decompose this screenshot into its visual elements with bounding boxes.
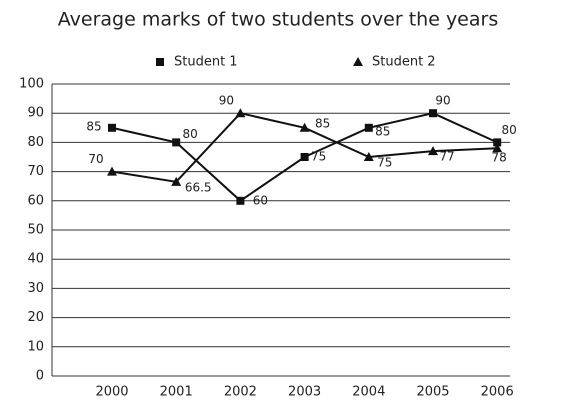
y-tick-label: 60 xyxy=(27,193,44,208)
y-tick-label: 80 xyxy=(27,135,44,150)
marker xyxy=(108,123,116,132)
data-label: 70 xyxy=(88,152,103,166)
data-label: 77 xyxy=(439,150,454,164)
legend-label: Student 1 xyxy=(174,55,238,70)
y-tick-label: 90 xyxy=(27,106,44,121)
marker xyxy=(492,143,503,153)
data-label: 75 xyxy=(377,156,392,170)
marker xyxy=(353,57,363,66)
x-tick-label: 2002 xyxy=(224,385,257,400)
data-label: 80 xyxy=(183,127,198,141)
x-tick-label: 2003 xyxy=(288,385,321,400)
marker xyxy=(300,153,309,161)
marker xyxy=(428,146,438,156)
data-label: 85 xyxy=(86,119,101,133)
data-label: 60 xyxy=(253,193,268,207)
y-tick-label: 40 xyxy=(27,252,44,267)
chart-title: Average marks of two students over the y… xyxy=(58,9,498,31)
x-tick-label: 2004 xyxy=(352,385,385,400)
y-tick-label: 20 xyxy=(27,310,44,325)
marker xyxy=(429,109,437,118)
x-tick-label: 2000 xyxy=(95,385,128,400)
y-tick-label: 10 xyxy=(27,339,44,354)
data-label: 78 xyxy=(492,151,507,165)
marker xyxy=(299,122,310,132)
marker xyxy=(156,58,164,66)
y-tick-label: 50 xyxy=(27,223,44,238)
legend-label: Student 2 xyxy=(372,55,436,70)
marker xyxy=(172,138,181,147)
data-label: 80 xyxy=(502,123,517,137)
marker xyxy=(236,196,245,205)
data-label: 66.5 xyxy=(185,180,212,194)
x-tick-label: 2001 xyxy=(160,385,193,400)
data-label: 85 xyxy=(375,124,390,138)
y-tick-label: 30 xyxy=(27,281,44,296)
y-tick-label: 70 xyxy=(27,164,44,179)
data-label: 90 xyxy=(435,94,450,108)
marker xyxy=(363,152,374,161)
marker xyxy=(107,166,117,176)
marker xyxy=(364,123,373,132)
marker xyxy=(493,138,502,147)
marker xyxy=(235,108,246,118)
data-label: 75 xyxy=(311,150,326,164)
marker xyxy=(171,176,182,186)
x-tick-label: 2005 xyxy=(416,385,449,400)
y-tick-label: 100 xyxy=(19,77,44,92)
data-label: 90 xyxy=(219,94,234,108)
data-label: 85 xyxy=(315,116,330,130)
x-tick-label: 2006 xyxy=(481,385,514,400)
y-tick-label: 0 xyxy=(36,369,44,384)
